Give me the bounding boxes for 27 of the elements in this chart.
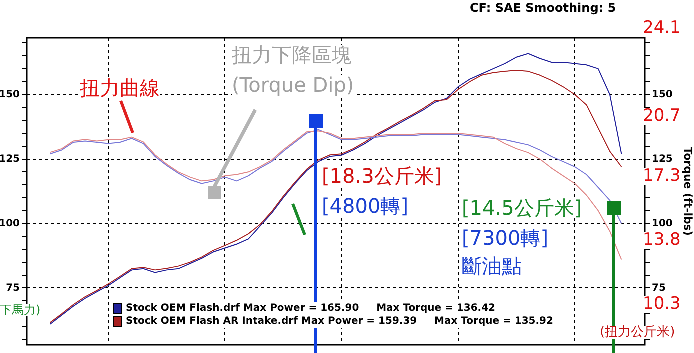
annotation: [7300轉] [462,226,549,250]
y2-axis-title: Torque (ft-lbs) [682,147,694,236]
y2-tick-label: 100 [652,218,673,230]
annotation: 下馬力) [0,303,41,317]
annotation: 20.7 [643,106,681,126]
legend-label: Stock OEM Flash AR Intake.drf Max Power = 159.39 Max Torque = 135.92 [126,316,554,327]
text: 24.1 [643,18,681,38]
legend-label: Stock OEM Flash.drf Max Power = 165.90 Max Torque = 136.42 [126,303,496,314]
annotation: [4800轉] [322,194,409,218]
annotation: [18.3公斤米] [322,164,442,188]
annotation: 17.3 [643,166,681,186]
annotation: 斷油點 [462,254,522,278]
y-tick-label: 125 [0,154,20,165]
y-tick-label: 150 [0,89,20,100]
annotation: (Torque Dip) [232,73,354,97]
y2-tick-label: 75 [652,282,666,294]
annotation: 10.3 [643,294,681,314]
text: CF: SAE Smoothing: 5 [470,1,616,15]
annotation: 扭力下降區塊 [232,43,352,67]
y-tick-label: 100 [0,218,20,230]
annotation: [14.5公斤米] [462,196,582,220]
y2-tick-label: 125 [652,154,673,165]
annotation: 扭力曲線 [80,76,160,100]
annotation: 13.8 [643,230,681,250]
y-tick-label: 75 [6,282,20,294]
y2-tick-label: 150 [652,89,673,100]
annotation: (扭力公斤米) [600,325,676,340]
